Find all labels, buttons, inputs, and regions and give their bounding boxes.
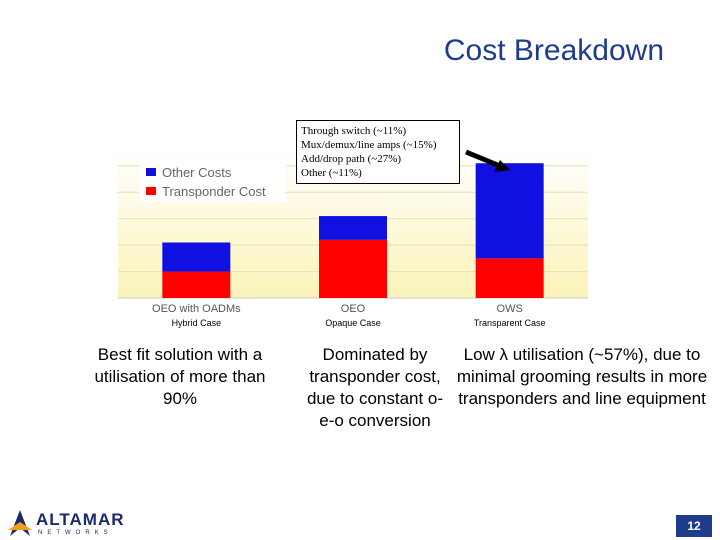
bar-segment bbox=[162, 271, 231, 298]
category-sublabel: Hybrid Case bbox=[172, 318, 222, 328]
legend-label: Other Costs bbox=[162, 165, 232, 180]
callout-arrow-icon bbox=[465, 149, 501, 169]
legend-box bbox=[140, 160, 286, 202]
page-number: 12 bbox=[676, 515, 712, 537]
description-opaque: Dominated by transponder cost, due to co… bbox=[306, 345, 444, 430]
callout-line: Add/drop path (~27%) bbox=[301, 153, 402, 165]
callout-box: Through switch (~11%) Mux/demux/line amp… bbox=[296, 120, 460, 184]
logo-subtitle: NETWORKS bbox=[38, 530, 113, 536]
bar-segment bbox=[162, 242, 231, 272]
category-sublabel: Opaque Case bbox=[325, 318, 381, 328]
category-label: OEO bbox=[341, 303, 366, 315]
bar-segment bbox=[475, 163, 544, 259]
description-transparent: Low λ utilisation (~57%), due to minimal… bbox=[456, 345, 708, 408]
altamar-logo-icon bbox=[8, 510, 32, 536]
legend-swatch bbox=[146, 187, 156, 195]
category-label: OEO with OADMs bbox=[152, 303, 241, 315]
category-label: OWS bbox=[497, 303, 523, 315]
legend-label: Transponder Cost bbox=[162, 184, 266, 199]
callout-line: Mux/demux/line amps (~15%) bbox=[301, 139, 437, 151]
bar-segment bbox=[319, 216, 387, 240]
description-hybrid: Best fit solution with a utilisation of … bbox=[94, 345, 266, 408]
bar-segment bbox=[475, 258, 544, 298]
page-title: Cost Breakdown bbox=[443, 34, 664, 67]
logo-name: ALTAMAR bbox=[36, 510, 125, 529]
bar-segment bbox=[319, 239, 387, 298]
category-sublabel: Transparent Case bbox=[474, 318, 546, 328]
callout-line: Through switch (~11%) bbox=[301, 125, 407, 137]
callout-line: Other (~11%) bbox=[301, 167, 362, 179]
altamar-logo: ALTAMAR NETWORKS bbox=[6, 508, 136, 538]
legend-swatch bbox=[146, 168, 156, 176]
callout-arrow-head bbox=[494, 160, 510, 172]
